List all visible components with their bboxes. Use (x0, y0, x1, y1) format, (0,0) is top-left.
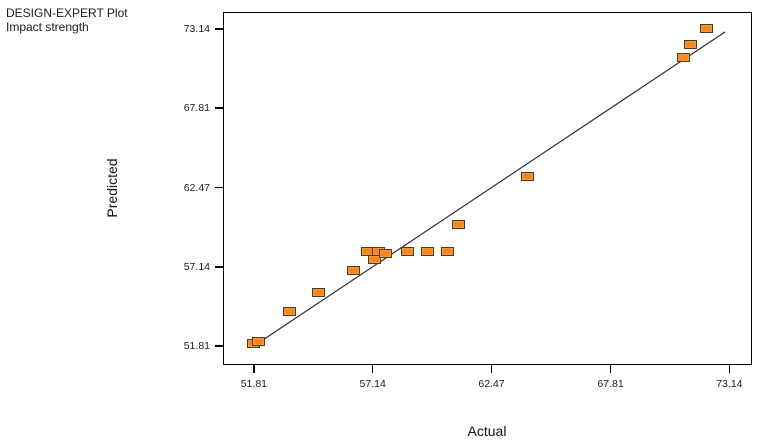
data-point-marker (367, 255, 381, 265)
x-tick (253, 365, 255, 373)
y-tick-label: 73.14 (183, 23, 210, 36)
y-tick-label: 62.47 (183, 181, 210, 194)
y-tick (215, 28, 223, 30)
data-point-marker (677, 53, 691, 63)
data-point-marker (400, 246, 414, 256)
data-point-marker (441, 246, 455, 256)
data-point-marker (521, 172, 535, 182)
x-tick-label: 73.14 (716, 378, 743, 390)
x-axis-label: Actual (467, 423, 507, 439)
data-point-marker (421, 246, 435, 256)
y-axis-label: Predicted (104, 158, 120, 218)
plot-annotation-line1: DESIGN-EXPERT Plot (6, 6, 128, 20)
y-tick-label: 51.81 (183, 339, 210, 352)
x-tick (490, 365, 493, 373)
reference-line (254, 31, 726, 346)
y-tick (215, 345, 223, 347)
plot-area: 51.81 57.14 62.47 67.81 73.14 51.81 57.14 62.47… (184, 12, 752, 390)
data-point-marker (347, 265, 361, 275)
y-tick (215, 186, 223, 189)
data-point-marker (282, 307, 296, 317)
data-point-marker (699, 23, 713, 33)
data-point-marker (251, 337, 265, 347)
plot-annotation-line2: Impact strength (6, 20, 89, 34)
y-tick (215, 266, 223, 268)
y-tick-label: 67.81 (183, 102, 210, 115)
data-point-marker (311, 288, 325, 298)
x-tick (371, 365, 374, 373)
y-tick (215, 107, 223, 109)
data-point-marker (684, 39, 698, 49)
x-tick (728, 365, 731, 373)
x-tick (609, 365, 612, 373)
data-point-marker (378, 249, 392, 259)
plot-annotation: DESIGN-EXPERT Plot Impact strength (6, 6, 128, 34)
x-tick-label: 62.47 (478, 378, 505, 390)
data-point-marker (452, 219, 466, 229)
x-tick-label: 51.81 (240, 378, 267, 390)
x-tick-label: 57.14 (359, 378, 386, 390)
y-tick-label: 57.14 (183, 260, 210, 273)
x-tick-label: 67.81 (597, 378, 624, 390)
